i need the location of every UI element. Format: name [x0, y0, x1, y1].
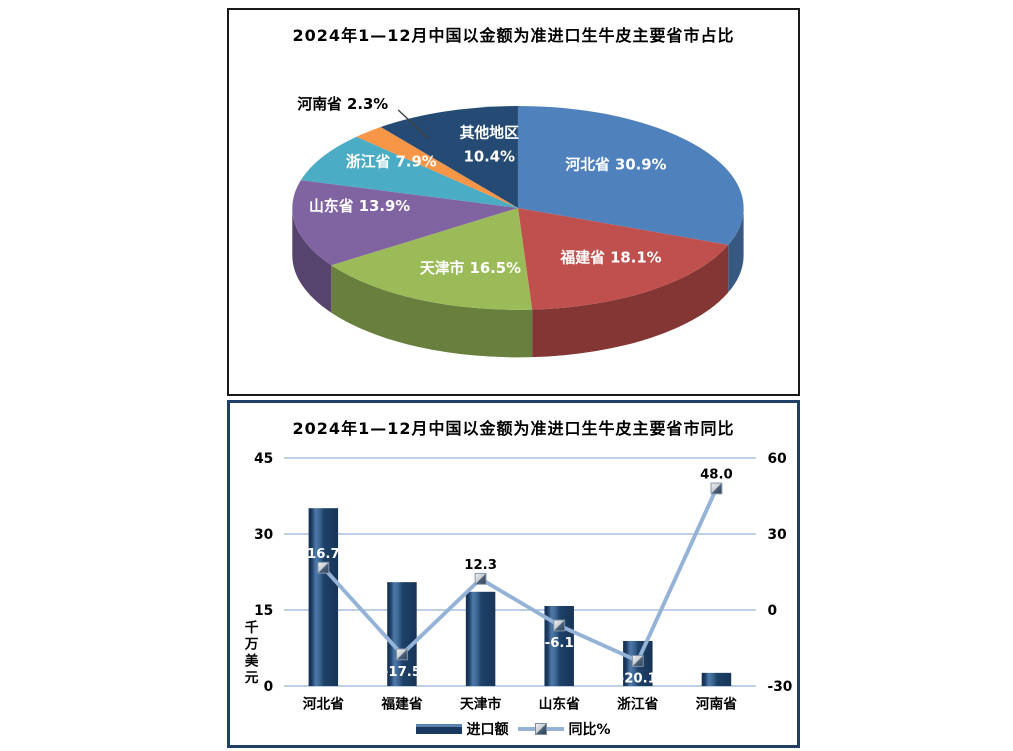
- pie-slice-label: 福建省 18.1%: [559, 248, 661, 266]
- left-axis-title: 万: [244, 637, 259, 653]
- pie-slice-label: 河南省 2.3%: [297, 95, 388, 113]
- x-axis-category-label: 浙江省: [617, 696, 659, 713]
- pie-slice: [292, 180, 518, 266]
- pie-slice: [380, 106, 518, 208]
- bar-import-value: [308, 508, 339, 687]
- left-axis-title: 元: [245, 670, 259, 686]
- left-axis-tick-label: 15: [254, 603, 273, 619]
- pie-slice-label: 浙江省 7.9%: [346, 152, 437, 170]
- right-axis-tick-label: 60: [768, 451, 787, 467]
- left-axis-tick-label: 30: [254, 527, 273, 543]
- line-yoy-series: [321, 487, 719, 663]
- chart-legend: 进口额 同比%: [230, 719, 797, 739]
- pie-chart-title: 2024年1—12月中国以金额为准进口生牛皮主要省市占比: [292, 26, 735, 45]
- legend-line-marker-icon: [535, 723, 548, 735]
- pie-label-leader-line: [397, 109, 430, 140]
- pie-slice-label: 其他地区: [460, 124, 519, 142]
- pie-slice-wall: [292, 207, 332, 313]
- pie-slice: [517, 106, 744, 245]
- legend-bar-label: 进口额: [466, 722, 509, 738]
- legend-item-imports: 进口额: [416, 719, 508, 739]
- right-axis-tick-label: -30: [768, 679, 793, 695]
- line-data-label: -20.1: [619, 672, 657, 687]
- left-axis-title: 千: [245, 619, 259, 636]
- legend-line-swatch-icon: [518, 723, 565, 735]
- x-axis-category-label: 山东省: [539, 696, 581, 713]
- line-marker-icon: [631, 655, 644, 667]
- pie-slice: [517, 207, 729, 310]
- pie-slice: [300, 136, 518, 208]
- legend-line-label: 同比%: [568, 722, 611, 738]
- pie-slice-label: 山东省 13.9%: [309, 197, 410, 215]
- left-axis-tick-label: 0: [264, 679, 274, 695]
- line-data-label: -6.1: [545, 636, 574, 651]
- x-axis-category-label: 天津市: [460, 696, 502, 713]
- pie-slice: [331, 207, 533, 310]
- line-marker-icon: [474, 572, 487, 585]
- line-marker-icon: [396, 648, 408, 661]
- pie-slice-wall: [532, 244, 729, 358]
- legend-bar-swatch-icon: [416, 724, 463, 734]
- x-axis-category-label: 河北省: [303, 696, 345, 713]
- left-axis-title: 美: [245, 652, 259, 669]
- line-marker-icon: [710, 482, 723, 495]
- bar-import-value: [465, 591, 496, 687]
- pie-chart-panel: 2024年1—12月中国以金额为准进口生牛皮主要省市占比 河北省 30.9% 福建…: [227, 8, 800, 396]
- legend-item-yoy: 同比%: [518, 719, 611, 739]
- left-axis-tick-label: 45: [254, 451, 273, 467]
- x-axis-category-label: 福建省: [380, 696, 423, 713]
- line-data-label: 48.0: [700, 468, 733, 483]
- line-data-label: 12.3: [464, 558, 497, 573]
- pie-slice-label: 10.4%: [464, 148, 516, 165]
- pie-slice-label: 河北省 30.9%: [565, 155, 666, 173]
- pie-slice-label: 天津市 16.5%: [420, 259, 521, 277]
- pie-chart: 河北省 30.9% 福建省 18.1% 天津市 16.5% 山东省 13.9% 浙江省 …: [292, 95, 744, 358]
- line-data-label: -17.5: [383, 665, 421, 680]
- bar-import-value: [387, 582, 417, 687]
- right-axis-tick-label: 30: [768, 527, 787, 543]
- x-axis-category-label: 河南省: [696, 696, 738, 713]
- combo-chart-title: 2024年1—12月中国以金额为准进口生牛皮主要省市同比: [292, 419, 735, 438]
- line-marker-icon: [317, 561, 330, 574]
- combo-chart-panel: 2024年1—12月中国以金额为准进口生牛皮主要省市同比 45 30 15 0 60 30…: [227, 400, 800, 748]
- pie-slice-wall: [331, 265, 533, 358]
- pie-slice-wall: [728, 207, 744, 293]
- right-axis-tick-label: 0: [768, 603, 778, 619]
- pie-slice: [356, 127, 518, 208]
- line-data-label: 16.7: [307, 547, 340, 562]
- bar-import-value: [701, 672, 732, 687]
- line-marker-icon: [553, 619, 566, 632]
